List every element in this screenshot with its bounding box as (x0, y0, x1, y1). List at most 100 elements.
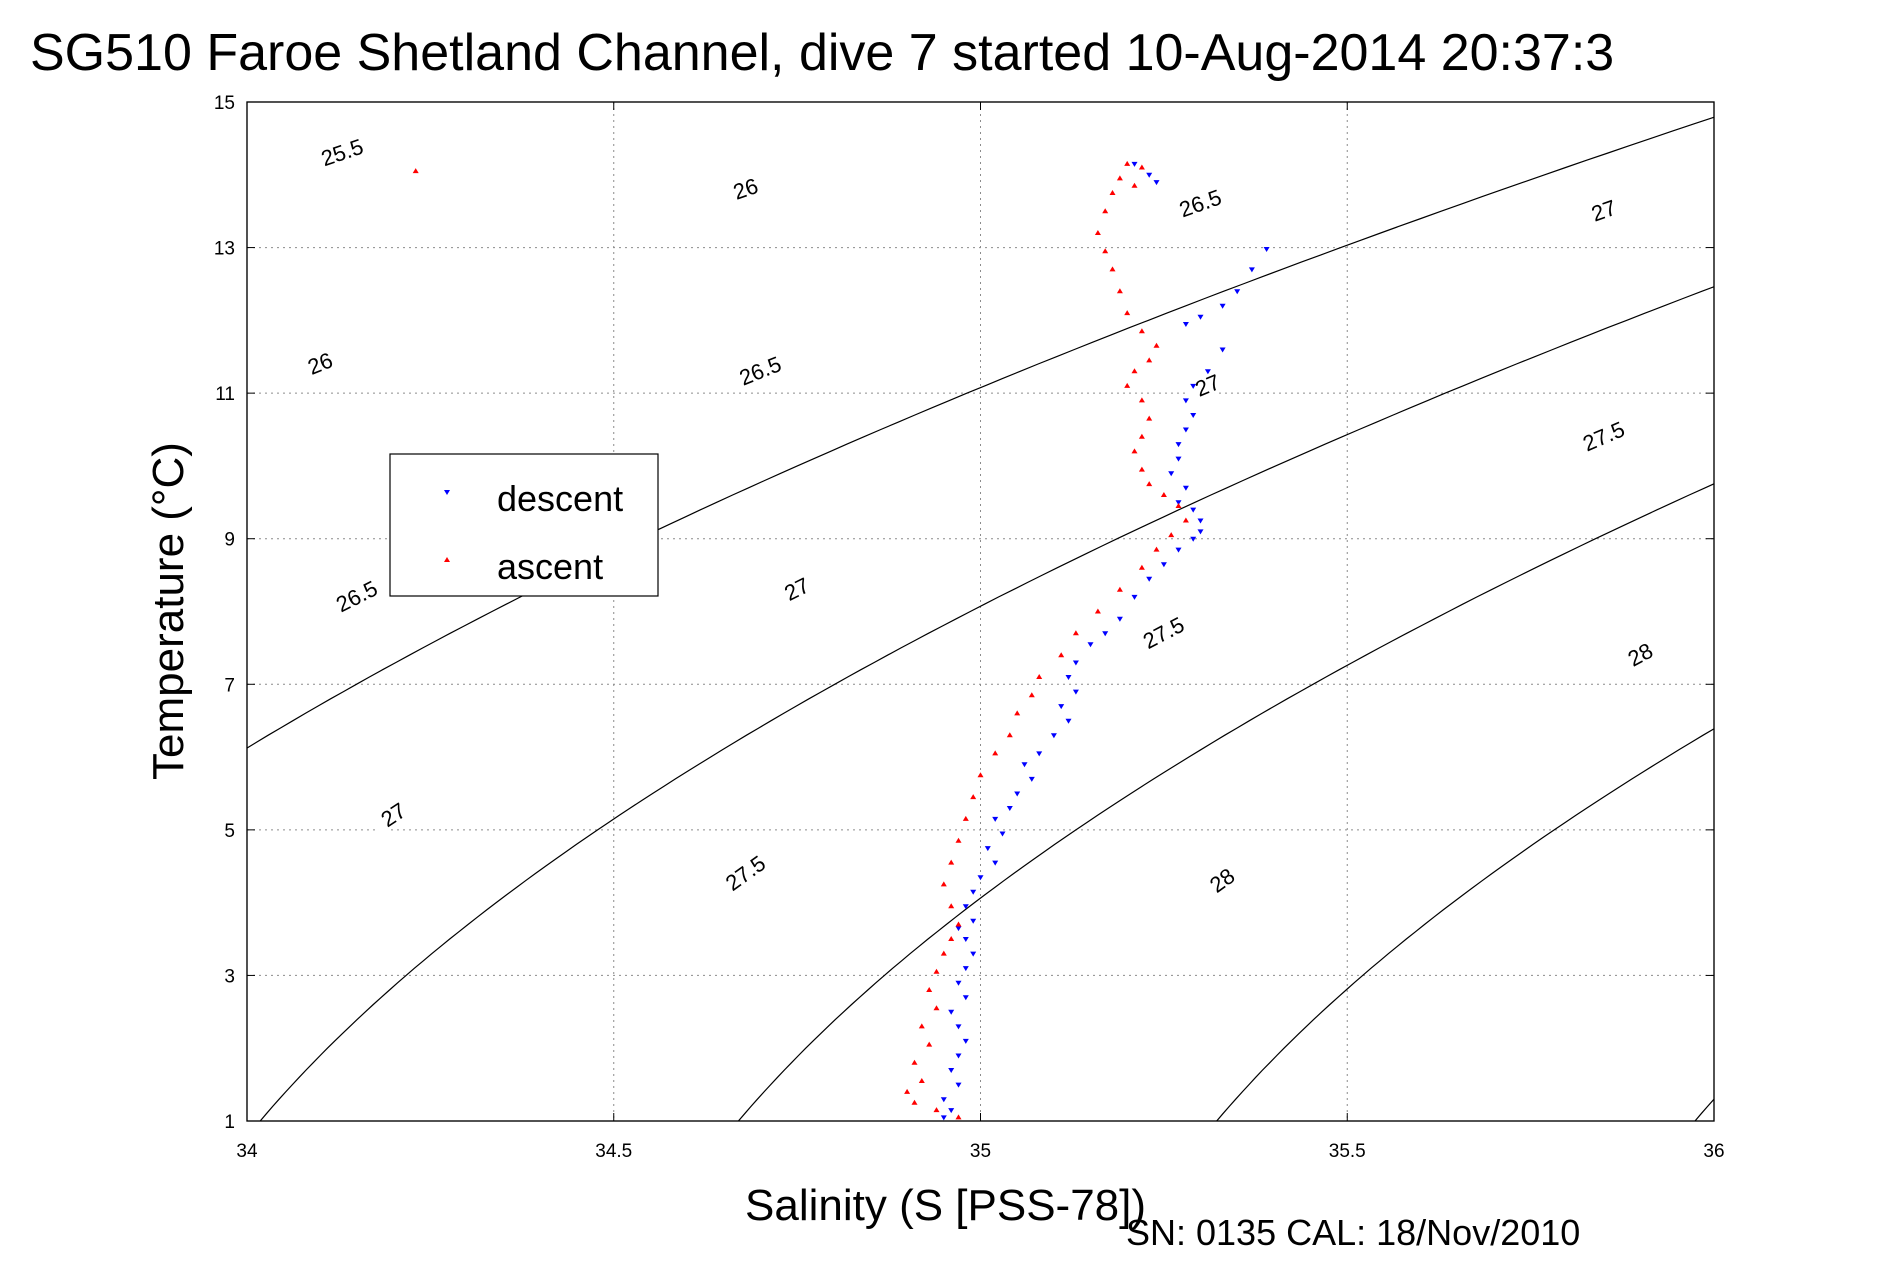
descent-point (1234, 289, 1241, 295)
descent-point (1182, 427, 1189, 433)
legend-descent-marker (444, 490, 450, 495)
descent-point (1204, 369, 1211, 375)
ascent-point (948, 859, 955, 865)
ascent-point (1146, 481, 1153, 487)
ascent-point (1116, 586, 1123, 592)
descent-point (1160, 562, 1167, 568)
descent-point (1263, 247, 1270, 252)
contour-25.5 (247, 116, 1714, 749)
x-tick-label: 35.5 (1329, 1141, 1366, 1162)
ascent-point (918, 1023, 925, 1029)
descent-point (940, 1115, 947, 1121)
x-axis-ticks: 34 34.5 35 35.5 36 (236, 102, 1725, 1162)
y-tick-label: 1 (224, 1112, 235, 1133)
descent-point (955, 980, 962, 986)
ascent-point (955, 1114, 962, 1120)
y-tick-label: 9 (224, 530, 235, 551)
legend-box (389, 453, 659, 597)
ascent-point (948, 903, 955, 909)
contour-label-bg (721, 170, 770, 207)
descent-point (1028, 776, 1035, 782)
descent-point (977, 875, 984, 881)
contour-label-bg (1197, 858, 1247, 902)
descent-point (962, 995, 969, 1001)
descent-point (955, 1053, 962, 1059)
ascent-point (904, 1088, 911, 1094)
ascent-point (1131, 182, 1138, 188)
grid (247, 102, 1714, 1121)
contour-label-bg (720, 850, 770, 895)
ascent-point (1124, 310, 1131, 316)
ascent-point (926, 987, 933, 992)
ascent-point (1138, 164, 1145, 170)
descent-point (962, 966, 969, 972)
ascent-point (1146, 415, 1153, 421)
ascent-point (1109, 266, 1116, 272)
density-contours: 25.5262626.526.526.52727272727.527.527.5… (247, 116, 1714, 1121)
y-axis-label: Temperature (°C) (144, 442, 193, 780)
ascent-point (1153, 546, 1160, 552)
descent-point (1146, 172, 1153, 178)
ascent-point (1168, 532, 1175, 538)
ascent-point (1124, 160, 1131, 166)
plot-area: 25.5262626.526.526.52727272727.527.527.5… (246, 101, 1715, 1122)
descent-point (1006, 806, 1013, 811)
descent-point (1065, 675, 1072, 680)
ascent-point (962, 815, 969, 821)
contour-26.5 (737, 483, 1714, 1121)
descent-point (1197, 314, 1204, 320)
ascent-point (1131, 448, 1138, 454)
descent-point (1190, 536, 1197, 542)
contour-26 (259, 286, 1714, 1121)
descent-point (1248, 267, 1255, 273)
descent-point (1175, 547, 1182, 553)
ascent-point (933, 1005, 940, 1011)
descent-point (1021, 762, 1028, 768)
descent-point (1050, 733, 1057, 739)
contour-label-bg (331, 576, 382, 616)
descent-point (1072, 689, 1079, 695)
y-tick-label: 7 (224, 675, 235, 696)
plot-frame (246, 101, 1715, 1122)
ascent-point (1153, 342, 1160, 348)
descent-point (1197, 529, 1204, 535)
descent-point (1182, 485, 1189, 491)
descent-point (1219, 303, 1226, 309)
ascent-point (1182, 517, 1189, 523)
x-axis-label: Salinity (S [PSS-78]) (745, 1181, 1146, 1230)
ascent-point (1116, 175, 1123, 181)
descent-point (955, 1024, 962, 1030)
descent-point (962, 937, 969, 942)
descent-point (1219, 347, 1226, 353)
contour-label-bg (1175, 185, 1225, 221)
descent-point (1102, 631, 1109, 637)
descent-point (1116, 616, 1123, 622)
descent-point (948, 1108, 955, 1114)
y-tick-label: 5 (224, 821, 235, 842)
descent-point (1065, 718, 1072, 724)
descent-point (1014, 791, 1021, 797)
ascent-point (911, 1099, 918, 1105)
descent-point (984, 846, 991, 852)
ascent-point (1072, 630, 1079, 636)
descent-point (940, 1097, 947, 1103)
contour-label-bg (317, 134, 367, 170)
contour-label-bg (735, 351, 785, 389)
descent-point (948, 1009, 955, 1015)
descent-point (999, 831, 1006, 837)
descent-point (1190, 507, 1197, 513)
descent-point (1036, 751, 1043, 757)
ascent-point (977, 772, 984, 778)
descent-point (970, 918, 977, 924)
descent-point (1175, 500, 1182, 506)
ascent-point (1131, 368, 1138, 374)
ascent-point (1058, 652, 1065, 658)
ascent-point (1138, 564, 1145, 570)
contour-label-bg (1615, 634, 1665, 675)
ascent-point (1094, 230, 1101, 235)
descent-point (992, 816, 999, 822)
ascent-point (1160, 492, 1167, 497)
descent-point (970, 951, 977, 957)
ascent-point (1138, 328, 1145, 334)
